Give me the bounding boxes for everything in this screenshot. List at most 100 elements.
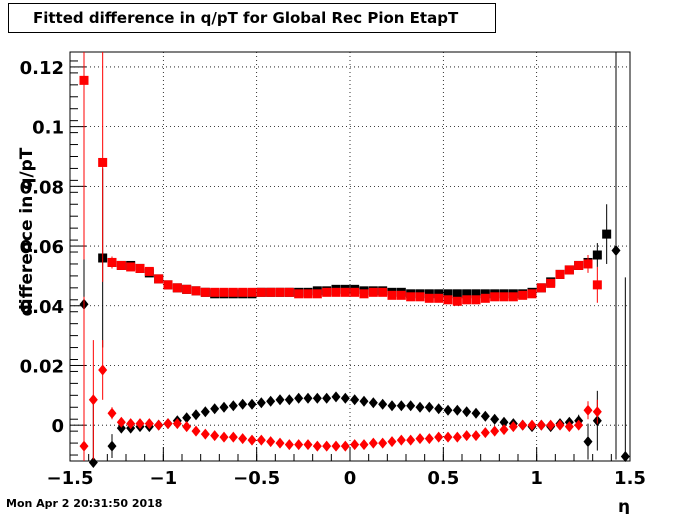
data-point-diamond bbox=[518, 419, 528, 431]
data-point-diamond bbox=[266, 436, 276, 448]
y-tick-label: 0.04 bbox=[20, 297, 64, 318]
data-point-square bbox=[266, 287, 276, 297]
data-point-diamond bbox=[406, 434, 416, 446]
data-point-square bbox=[322, 287, 332, 297]
data-point-square bbox=[200, 287, 210, 297]
data-point-diamond bbox=[294, 392, 304, 404]
data-point-square bbox=[555, 269, 565, 279]
data-point-diamond bbox=[247, 398, 257, 410]
data-point-square bbox=[228, 287, 238, 297]
data-point-diamond bbox=[210, 430, 220, 442]
data-point-diamond bbox=[452, 404, 462, 416]
data-point-diamond bbox=[116, 416, 126, 428]
data-point-diamond bbox=[238, 433, 248, 445]
data-point-square bbox=[154, 274, 164, 284]
data-point-diamond bbox=[378, 437, 388, 449]
data-point-diamond bbox=[294, 439, 304, 451]
x-tick-label: 0 bbox=[344, 468, 357, 489]
data-point-diamond bbox=[462, 430, 472, 442]
data-point-diamond bbox=[331, 391, 341, 403]
data-point-diamond bbox=[368, 437, 378, 449]
data-point-diamond bbox=[135, 418, 145, 430]
data-point-diamond bbox=[490, 413, 500, 425]
data-point-diamond bbox=[247, 434, 257, 446]
data-point-diamond bbox=[88, 456, 98, 468]
x-tick-label: 0.5 bbox=[427, 468, 459, 489]
data-point-square bbox=[471, 289, 481, 299]
data-point-square bbox=[312, 289, 322, 299]
data-point-diamond bbox=[583, 404, 593, 416]
data-point-diamond bbox=[536, 419, 546, 431]
x-tick-label: −1 bbox=[150, 468, 178, 489]
data-point-diamond bbox=[322, 392, 332, 404]
data-point-diamond bbox=[284, 394, 294, 406]
grid-lines bbox=[70, 52, 630, 461]
data-point-diamond bbox=[387, 436, 397, 448]
data-point-square bbox=[191, 286, 201, 296]
x-tick-label: 1.5 bbox=[614, 468, 646, 489]
data-point-diamond bbox=[275, 394, 285, 406]
data-point-square bbox=[462, 289, 472, 299]
y-tick-label: 0.06 bbox=[20, 237, 64, 258]
y-tick-label: 0.12 bbox=[20, 58, 64, 79]
data-point-diamond bbox=[331, 440, 341, 452]
data-point-diamond bbox=[396, 434, 406, 446]
data-point-square bbox=[434, 293, 444, 303]
x-tick-label: 1 bbox=[530, 468, 543, 489]
data-point-diamond bbox=[322, 440, 332, 452]
data-point-diamond bbox=[191, 409, 201, 421]
data-point-diamond bbox=[284, 439, 294, 451]
data-point-square bbox=[564, 265, 574, 275]
data-point-diamond bbox=[564, 421, 574, 433]
data-point-diamond bbox=[107, 407, 117, 419]
data-point-square bbox=[518, 290, 528, 300]
data-point-diamond bbox=[480, 410, 490, 422]
data-point-diamond bbox=[387, 400, 397, 412]
data-point-diamond bbox=[415, 433, 425, 445]
data-point-diamond bbox=[219, 401, 229, 413]
data-point-square bbox=[340, 287, 350, 297]
axis-ticks bbox=[69, 60, 631, 461]
data-point-square bbox=[256, 287, 266, 297]
data-point-square bbox=[462, 295, 472, 305]
data-point-square bbox=[331, 287, 341, 297]
data-point-diamond bbox=[434, 403, 444, 415]
data-point-diamond bbox=[154, 419, 164, 431]
data-point-square bbox=[294, 289, 304, 299]
data-point-diamond bbox=[490, 425, 500, 437]
y-axis-title: difference in q/pT bbox=[17, 147, 37, 316]
data-point-square bbox=[499, 292, 509, 302]
data-point-square bbox=[79, 75, 89, 85]
data-point-diamond bbox=[303, 439, 313, 451]
x-tick-label: −0.5 bbox=[233, 468, 280, 489]
data-point-square bbox=[210, 287, 220, 297]
data-point-diamond bbox=[200, 428, 210, 440]
data-point-diamond bbox=[359, 395, 369, 407]
data-point-diamond bbox=[546, 419, 556, 431]
data-point-diamond bbox=[182, 412, 192, 424]
data-point-square bbox=[443, 295, 453, 305]
data-point-diamond bbox=[611, 245, 621, 257]
data-point-diamond bbox=[471, 430, 481, 442]
data-point-square bbox=[546, 278, 556, 288]
y-tick-label: 0.1 bbox=[32, 118, 64, 139]
data-point-diamond bbox=[312, 392, 322, 404]
data-point-diamond bbox=[350, 394, 360, 406]
data-point-diamond bbox=[415, 401, 425, 413]
data-point-diamond bbox=[312, 440, 322, 452]
data-point-square bbox=[602, 229, 612, 239]
data-point-diamond bbox=[406, 400, 416, 412]
data-point-square bbox=[527, 289, 537, 299]
data-point-diamond bbox=[583, 436, 593, 448]
x-tick-label: −1.5 bbox=[47, 468, 94, 489]
data-point-square bbox=[452, 289, 462, 299]
data-point-square bbox=[350, 287, 360, 297]
data-point-square bbox=[592, 250, 602, 260]
data-point-square bbox=[144, 266, 154, 276]
data-point-diamond bbox=[443, 404, 453, 416]
chart-title: Fitted difference in q/pT for Global Rec… bbox=[8, 3, 496, 33]
data-point-diamond bbox=[210, 403, 220, 415]
data-point-square bbox=[424, 293, 434, 303]
data-point-diamond bbox=[499, 424, 509, 436]
data-point-square bbox=[247, 287, 257, 297]
